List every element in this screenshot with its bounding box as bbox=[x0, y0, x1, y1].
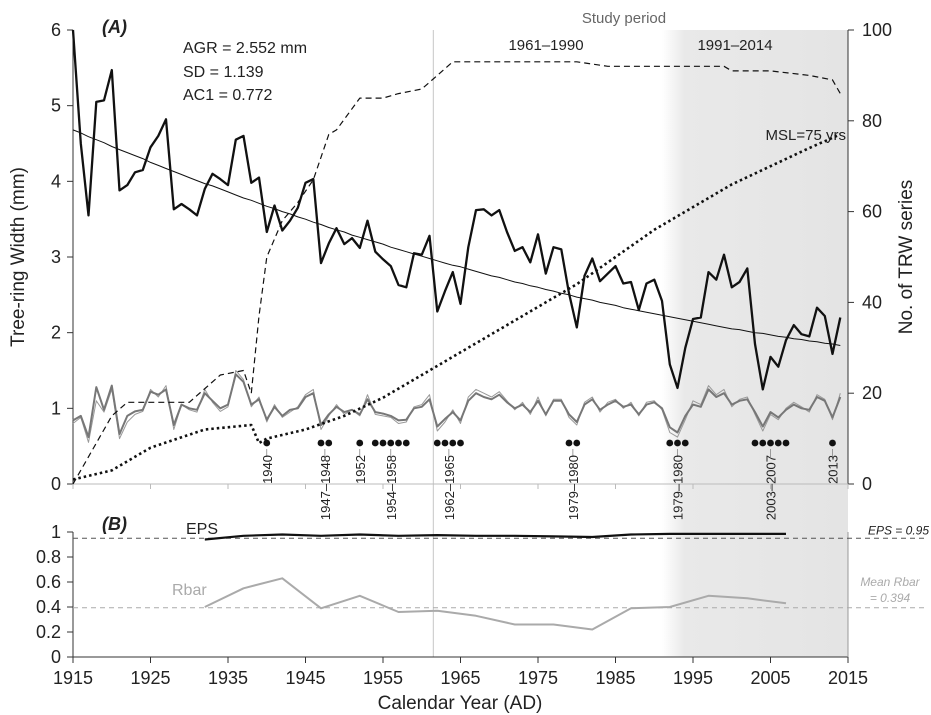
event-dot-1980 bbox=[573, 439, 581, 447]
y-tick-label-4: 4 bbox=[51, 171, 61, 191]
msl-label: MSL=75 yrs bbox=[766, 127, 846, 144]
event-label-2013: 2013 bbox=[826, 455, 841, 484]
series-line-eps bbox=[204, 532, 786, 541]
ref-label-mean-rbar: Mean Rbar bbox=[860, 575, 920, 589]
period-1961-1990-label: 1961–1990 bbox=[508, 37, 583, 54]
event-label-2003-2007: 2003–2007 bbox=[764, 455, 779, 520]
event-label-1979-1980: 1979–1980 bbox=[566, 455, 581, 520]
x-tick-label-1935: 1935 bbox=[208, 668, 248, 688]
event-dot-1963 bbox=[441, 439, 449, 447]
event-dot-1947 bbox=[317, 439, 325, 447]
y-tick-label-6: 6 bbox=[51, 20, 61, 40]
event-dot-1958 bbox=[402, 439, 410, 447]
panel-b-y-tick-label-0-8: 0.8 bbox=[36, 547, 61, 567]
event-dot-1948 bbox=[325, 439, 333, 447]
event-dot-1964 bbox=[449, 439, 457, 447]
ref-label-mean-rbar-value: = 0.394 bbox=[870, 591, 911, 605]
panel-b-y-tick-label-0: 0 bbox=[51, 647, 61, 667]
event-dot-1965 bbox=[457, 439, 464, 447]
event-dot-1962 bbox=[433, 439, 441, 447]
y-tick-label-3: 3 bbox=[51, 247, 61, 267]
y-tick-label-2: 2 bbox=[51, 323, 61, 343]
event-dot-1957 bbox=[395, 439, 402, 447]
ac1-stat: AC1 = 0.772 bbox=[183, 87, 273, 104]
event-dot-1992 bbox=[666, 439, 674, 447]
event-dot-1994 bbox=[681, 439, 689, 447]
series-line-no-of-trw-series bbox=[72, 61, 841, 485]
event-dot-1955 bbox=[379, 439, 387, 447]
event-dot-1979 bbox=[565, 439, 573, 447]
panel-a-tag: (A) bbox=[102, 17, 127, 37]
panel-b-y-tick-label-1: 1 bbox=[51, 522, 61, 542]
y-axis-title-right: No. of TRW series bbox=[896, 180, 917, 335]
y-tick-label-1: 1 bbox=[51, 398, 61, 418]
event-dot-1952 bbox=[356, 439, 364, 447]
event-dot-1993 bbox=[674, 439, 681, 447]
x-tick-label-1945: 1945 bbox=[285, 668, 325, 688]
event-label-1940: 1940 bbox=[260, 455, 275, 484]
event-dot-2006 bbox=[774, 439, 782, 447]
panel-b-y-tick-label-0-2: 0.2 bbox=[36, 622, 61, 642]
event-label-1979-1980: 1979–1980 bbox=[671, 455, 686, 520]
event-label-1954-1958: 1954–1958 bbox=[384, 455, 399, 520]
x-axis-title: Calendar Year (AD) bbox=[378, 693, 543, 714]
y2-tick-label-100: 100 bbox=[862, 20, 892, 40]
y2-tick-label-40: 40 bbox=[862, 292, 882, 312]
panel-b-y-tick-label-0-4: 0.4 bbox=[36, 597, 61, 617]
series-line-detrended-trw-index bbox=[72, 373, 842, 439]
event-dot-1956 bbox=[387, 439, 395, 447]
x-tick-label-1995: 1995 bbox=[673, 668, 713, 688]
y-tick-label-0: 0 bbox=[51, 474, 61, 494]
event-dot-2013 bbox=[829, 439, 836, 447]
panel-b-y-tick-label-0-6: 0.6 bbox=[36, 572, 61, 592]
y2-tick-label-80: 80 bbox=[862, 111, 882, 131]
ref-label-eps: EPS = 0.95 bbox=[868, 523, 929, 537]
rbar-series-label: Rbar bbox=[172, 582, 207, 599]
event-dot-1940 bbox=[263, 439, 271, 447]
x-tick-label-2005: 2005 bbox=[750, 668, 790, 688]
event-dot-2003 bbox=[751, 439, 759, 447]
x-tick-label-1955: 1955 bbox=[363, 668, 403, 688]
y2-tick-label-0: 0 bbox=[862, 474, 872, 494]
x-tick-label-1985: 1985 bbox=[595, 668, 635, 688]
event-label-1947-1948: 1947–1948 bbox=[318, 455, 333, 520]
x-tick-label-1975: 1975 bbox=[518, 668, 558, 688]
event-dot-2007 bbox=[782, 439, 790, 447]
y-axis-title-left: Tree-ring Width (mm) bbox=[8, 167, 29, 347]
y-tick-label-5: 5 bbox=[51, 96, 61, 116]
event-dot-2005 bbox=[767, 439, 774, 447]
y2-tick-label-60: 60 bbox=[862, 202, 882, 222]
event-label-1962-1965: 1962–1965 bbox=[442, 455, 457, 520]
x-tick-label-1965: 1965 bbox=[440, 668, 480, 688]
series-line-rbar bbox=[204, 577, 787, 631]
y2-tick-label-20: 20 bbox=[862, 383, 882, 403]
agr-stat: AGR = 2.552 mm bbox=[183, 40, 307, 57]
panel-b-tag: (B) bbox=[102, 514, 127, 534]
sd-stat: SD = 1.139 bbox=[183, 64, 264, 81]
eps-series-label: EPS bbox=[186, 521, 218, 538]
study-period-label: Study period bbox=[582, 10, 666, 27]
event-label-1952: 1952 bbox=[353, 455, 368, 484]
x-tick-label-2015: 2015 bbox=[828, 668, 868, 688]
series-line-sample-depth bbox=[72, 133, 841, 481]
event-dot-2004 bbox=[759, 439, 767, 447]
x-tick-label-1915: 1915 bbox=[53, 668, 93, 688]
panel-b: 0 0.2 0.4 0.6 0.8 1 1915 1925 1935 1945 1955 1965 1… bbox=[36, 514, 929, 714]
series-line-raw-trw bbox=[71, 29, 842, 391]
series-line-growth-trend bbox=[72, 129, 841, 346]
period-1991-2014-label: 1991–2014 bbox=[697, 37, 772, 54]
x-tick-label-1925: 1925 bbox=[130, 668, 170, 688]
event-dot-1954 bbox=[371, 439, 379, 447]
